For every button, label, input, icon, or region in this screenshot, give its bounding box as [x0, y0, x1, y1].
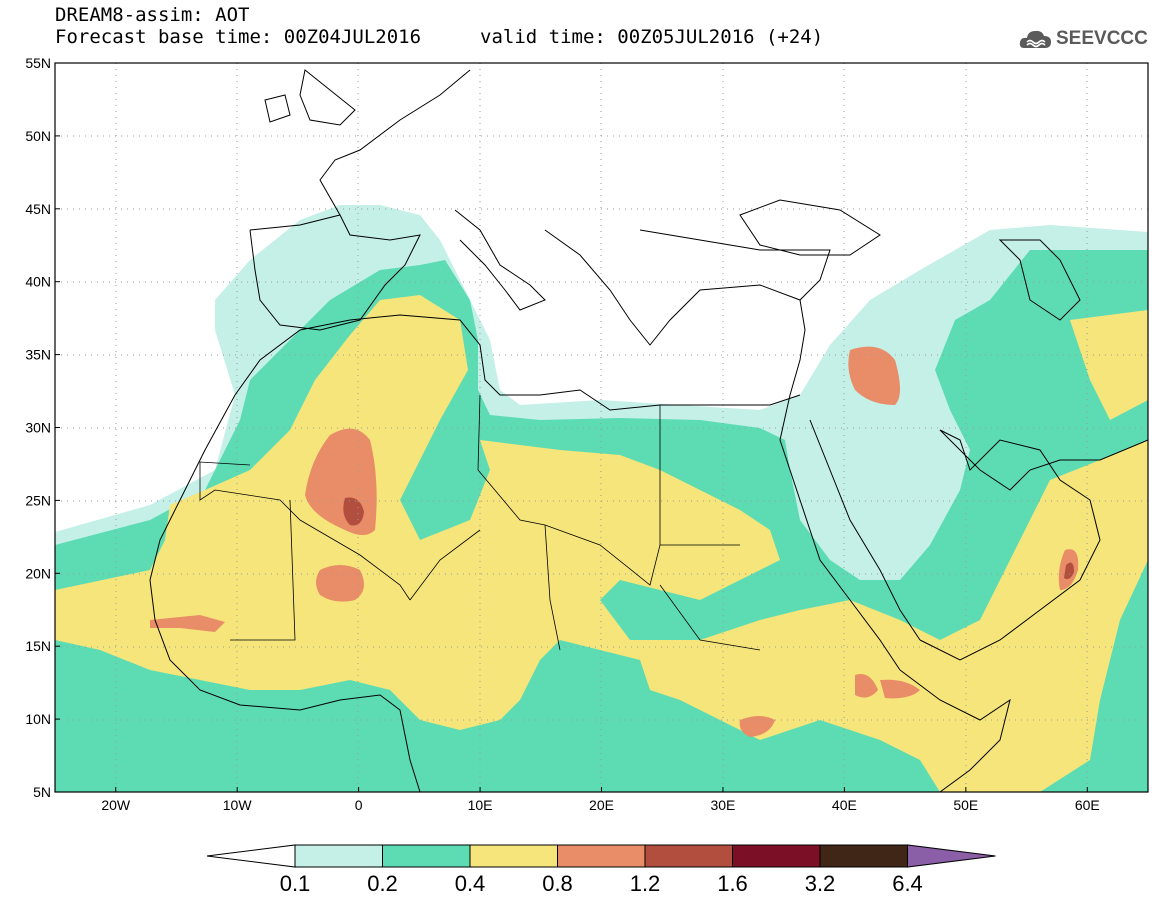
lon-tick-label: 30E: [710, 797, 735, 813]
lon-tick-label: 40E: [832, 797, 857, 813]
colorbar-level-label: 0.8: [542, 871, 573, 896]
colorbar-level-label: 1.2: [630, 871, 661, 896]
colorbar-level-label: 1.6: [717, 871, 748, 896]
colorbar: 0.1 0.2 0.4 0.8 1.2 1.6 3.2 6.4: [206, 844, 996, 896]
lon-tick-label: 50E: [953, 797, 978, 813]
lat-tick-label: 50N: [25, 128, 51, 144]
colorbar-level-label: 0.2: [367, 871, 398, 896]
lat-tick-label: 15N: [25, 638, 51, 654]
colorbar-swatch: [382, 844, 471, 868]
longitude-labels: 20W 10W 0 10E 20E 30E 40E 50E 60E: [101, 787, 1100, 813]
logo-text: SEEVCCC: [1056, 28, 1148, 49]
colorbar-level-label: 0.1: [280, 871, 311, 896]
colorbar-above-triangle: [907, 844, 996, 868]
colorbar-swatch: [469, 844, 558, 868]
lat-tick-label: 45N: [25, 201, 51, 217]
colorbar-swatch: [294, 844, 383, 868]
colorbar-swatch: [644, 844, 733, 868]
forecast-base-time: Forecast base time: 00Z04JUL2016: [55, 26, 422, 48]
lat-tick-label: 5N: [33, 784, 51, 800]
aot-field: [55, 63, 1148, 792]
lon-tick-label: 10E: [468, 797, 493, 813]
aot-level-1.2: [343, 497, 364, 526]
lon-tick-label: 20E: [589, 797, 614, 813]
lon-tick-label: 60E: [1075, 797, 1100, 813]
product-title: DREAM8-assim: AOT: [55, 4, 250, 26]
lat-tick-label: 30N: [25, 420, 51, 436]
lon-tick-label: 0: [355, 797, 363, 813]
valid-time: valid time: 00Z05JUL2016 (+24): [480, 26, 824, 48]
graticule: [55, 63, 1148, 792]
lat-tick-label: 35N: [25, 347, 51, 363]
lat-tick-label: 55N: [25, 55, 51, 71]
lat-tick-label: 20N: [25, 565, 51, 581]
lat-tick-label: 25N: [25, 492, 51, 508]
colorbar-level-label: 6.4: [892, 871, 923, 896]
coastlines: [149, 69, 1148, 792]
colorbar-level-label: 3.2: [805, 871, 836, 896]
lat-tick-label: 40N: [25, 274, 51, 290]
lon-tick-label: 20W: [101, 797, 131, 813]
colorbar-swatch: [732, 844, 821, 868]
colorbar-swatch: [819, 844, 908, 868]
colorbar-below-triangle: [206, 844, 296, 868]
latitude-labels: 55N 50N 45N 40N 35N 30N 25N 20N 15N 10N 5N: [25, 55, 60, 800]
lat-tick-label: 10N: [25, 711, 51, 727]
lon-tick-label: 10W: [223, 797, 253, 813]
cloud-logo-icon: [1019, 30, 1051, 48]
colorbar-swatch: [557, 844, 646, 868]
colorbar-level-label: 0.4: [455, 871, 486, 896]
borders: [199, 394, 761, 651]
